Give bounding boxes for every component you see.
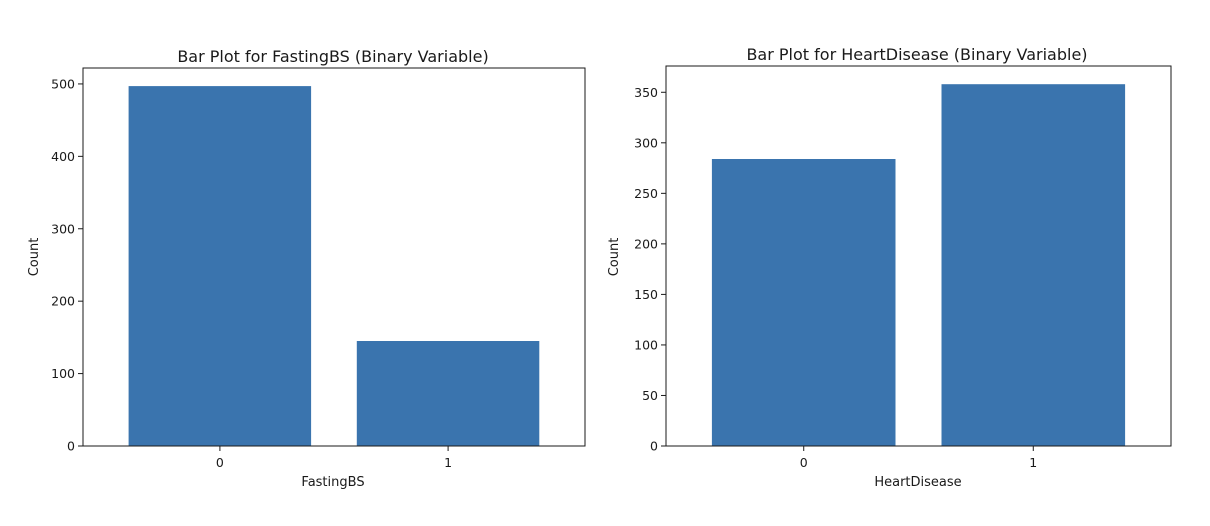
y-tick-label: 150: [634, 287, 658, 302]
y-tick-label: 200: [51, 294, 75, 309]
bar-0: [711, 159, 896, 446]
y-tick-label: 0: [650, 439, 658, 454]
x-axis-label: FastingBS: [301, 475, 364, 490]
axes-frame: [665, 65, 1172, 447]
x-tick-label: 0: [216, 455, 224, 470]
x-tick-label: 0: [800, 455, 808, 470]
y-axis-label: Count: [607, 238, 622, 277]
y-tick-label: 350: [634, 85, 658, 100]
y-axis: 0 100 200 300 400 500: [51, 76, 83, 454]
y-tick-label: 300: [634, 135, 658, 150]
x-tick-label: 1: [1029, 455, 1037, 470]
y-tick-label: 200: [634, 236, 658, 251]
y-tick-label: 50: [642, 388, 658, 403]
y-tick-label: 100: [634, 337, 658, 352]
y-tick-label: 500: [51, 76, 75, 91]
chart-heartdisease: Bar Plot for HeartDisease (Binary Variab…: [607, 45, 1172, 490]
bars: [711, 84, 1126, 446]
bar-1: [941, 84, 1126, 446]
axes-frame: [82, 67, 586, 447]
y-axis-label: Count: [27, 238, 42, 277]
bar-0: [128, 86, 312, 446]
bar-1: [356, 341, 540, 446]
y-tick-label: 100: [51, 366, 75, 381]
y-tick-label: 0: [67, 439, 75, 454]
chart-title: Bar Plot for FastingBS (Binary Variable): [177, 47, 488, 66]
bars: [128, 86, 540, 446]
y-tick-label: 400: [51, 149, 75, 164]
x-axis-label: HeartDisease: [874, 475, 961, 490]
chart-title: Bar Plot for HeartDisease (Binary Variab…: [746, 45, 1087, 64]
y-tick-label: 300: [51, 221, 75, 236]
y-tick-label: 250: [634, 186, 658, 201]
chart-fastingbs: Bar Plot for FastingBS (Binary Variable)…: [27, 47, 586, 490]
y-axis: 0 50 100 150 200 250 300 350: [634, 85, 666, 454]
x-tick-label: 1: [444, 455, 452, 470]
